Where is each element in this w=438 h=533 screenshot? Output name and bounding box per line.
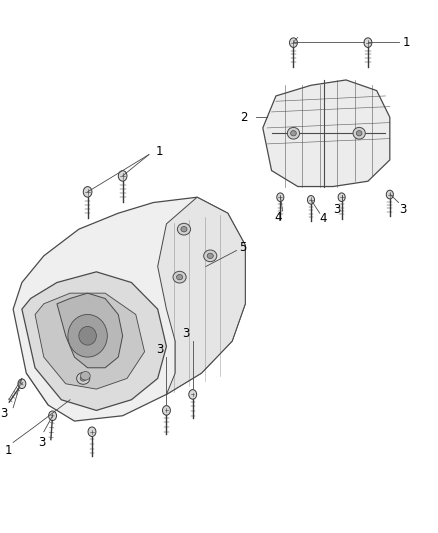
Ellipse shape: [77, 373, 90, 384]
Circle shape: [18, 379, 26, 389]
Ellipse shape: [80, 376, 86, 381]
Ellipse shape: [181, 227, 187, 232]
Text: 3: 3: [38, 436, 45, 449]
Text: 1: 1: [4, 444, 12, 457]
Polygon shape: [57, 293, 123, 368]
Circle shape: [277, 193, 284, 201]
Ellipse shape: [79, 326, 96, 345]
Ellipse shape: [177, 274, 183, 280]
Circle shape: [162, 406, 170, 415]
Ellipse shape: [68, 314, 107, 357]
Ellipse shape: [173, 271, 186, 283]
Text: 1: 1: [403, 36, 410, 49]
Text: 5: 5: [239, 241, 246, 254]
Circle shape: [364, 38, 372, 47]
Polygon shape: [35, 293, 145, 389]
Text: 3: 3: [156, 343, 163, 356]
Circle shape: [49, 411, 57, 421]
Ellipse shape: [287, 127, 300, 139]
Text: 2: 2: [240, 111, 247, 124]
Polygon shape: [263, 80, 390, 187]
Ellipse shape: [207, 253, 213, 259]
Text: 4: 4: [319, 212, 327, 225]
Text: 4: 4: [274, 212, 282, 224]
Ellipse shape: [81, 372, 90, 380]
Polygon shape: [158, 197, 245, 394]
Ellipse shape: [177, 223, 191, 235]
Ellipse shape: [204, 250, 217, 262]
Text: 3: 3: [399, 203, 406, 216]
Circle shape: [338, 193, 345, 201]
Text: 3: 3: [183, 327, 190, 340]
Circle shape: [83, 187, 92, 197]
Polygon shape: [22, 272, 166, 410]
Circle shape: [118, 171, 127, 181]
Text: 3: 3: [334, 203, 341, 216]
Circle shape: [189, 390, 197, 399]
Circle shape: [307, 196, 314, 204]
Text: 1: 1: [155, 146, 163, 158]
Circle shape: [290, 38, 297, 47]
Ellipse shape: [291, 131, 296, 136]
Ellipse shape: [353, 127, 365, 139]
Circle shape: [386, 190, 393, 199]
Polygon shape: [13, 197, 245, 421]
Circle shape: [88, 427, 96, 437]
Ellipse shape: [356, 131, 362, 136]
Text: 3: 3: [0, 407, 7, 419]
